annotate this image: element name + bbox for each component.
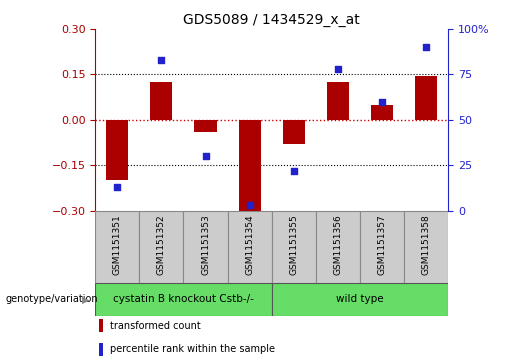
Point xyxy=(113,184,122,190)
Text: genotype/variation: genotype/variation xyxy=(5,294,98,305)
Bar xyxy=(316,211,360,283)
Bar xyxy=(360,211,404,283)
Bar xyxy=(272,283,448,316)
Bar xyxy=(195,120,216,132)
Title: GDS5089 / 1434529_x_at: GDS5089 / 1434529_x_at xyxy=(183,13,360,26)
Bar xyxy=(140,211,183,283)
Text: GSM1151358: GSM1151358 xyxy=(421,214,431,275)
Text: GSM1151355: GSM1151355 xyxy=(289,214,298,275)
Point xyxy=(378,99,386,105)
Bar xyxy=(283,120,305,144)
Text: GSM1151356: GSM1151356 xyxy=(333,214,342,275)
Bar xyxy=(150,82,173,120)
Bar xyxy=(99,319,103,333)
Bar xyxy=(95,283,272,316)
Text: GSM1151354: GSM1151354 xyxy=(245,214,254,275)
Bar xyxy=(415,76,437,120)
Text: GSM1151353: GSM1151353 xyxy=(201,214,210,275)
Point xyxy=(157,57,165,63)
Bar xyxy=(371,105,393,120)
Point xyxy=(422,44,430,50)
Bar xyxy=(327,82,349,120)
Text: GSM1151352: GSM1151352 xyxy=(157,214,166,275)
Bar xyxy=(272,211,316,283)
Text: wild type: wild type xyxy=(336,294,384,305)
Text: GSM1151351: GSM1151351 xyxy=(113,214,122,275)
Text: ▶: ▶ xyxy=(82,294,90,305)
Bar xyxy=(404,211,448,283)
Bar xyxy=(183,211,228,283)
Bar xyxy=(99,343,103,356)
Point xyxy=(201,153,210,159)
Bar xyxy=(106,120,128,180)
Text: transformed count: transformed count xyxy=(110,321,201,331)
Bar xyxy=(238,120,261,211)
Text: GSM1151357: GSM1151357 xyxy=(377,214,386,275)
Bar xyxy=(95,211,140,283)
Point xyxy=(246,202,254,208)
Text: cystatin B knockout Cstb-/-: cystatin B knockout Cstb-/- xyxy=(113,294,254,305)
Point xyxy=(334,66,342,72)
Text: percentile rank within the sample: percentile rank within the sample xyxy=(110,344,275,354)
Point xyxy=(289,168,298,174)
Bar xyxy=(228,211,272,283)
